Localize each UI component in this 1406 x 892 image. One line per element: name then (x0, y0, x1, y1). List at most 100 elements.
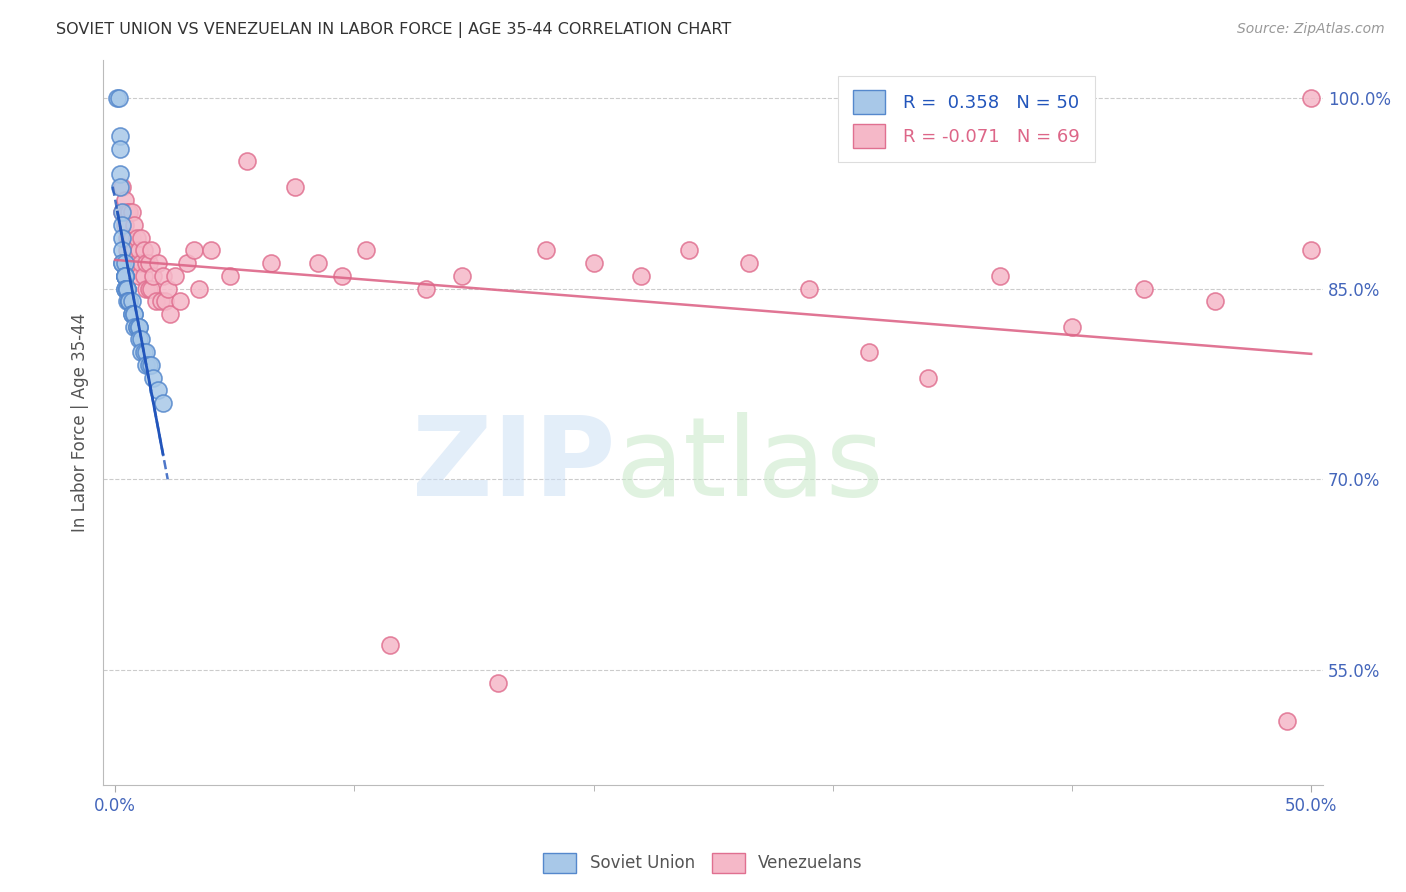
Point (111, 256, 134, 270)
Point (121, 307, 143, 321)
Point (114, 268, 136, 283)
Point (858, 345, 880, 359)
Point (114, 256, 136, 270)
Point (183, 244, 205, 258)
Point (121, 256, 143, 270)
Text: SOVIET UNION VS VENEZUELAN IN LABOR FORCE | AGE 35-44 CORRELATION CHART: SOVIET UNION VS VENEZUELAN IN LABOR FORC… (56, 22, 731, 38)
Point (115, 230, 138, 244)
Point (330, 268, 353, 283)
Point (111, 256, 134, 270)
Point (108, 128, 131, 143)
Point (132, 268, 155, 283)
Point (132, 244, 155, 258)
Point (111, 244, 134, 258)
Point (118, 294, 141, 309)
Point (152, 396, 174, 410)
Point (159, 307, 181, 321)
Point (115, 282, 138, 296)
Point (169, 294, 191, 309)
Point (114, 268, 136, 283)
Point (149, 294, 172, 309)
Point (115, 282, 138, 296)
Point (235, 154, 257, 169)
Point (122, 307, 145, 321)
Point (486, 676, 509, 690)
Point (138, 256, 160, 270)
Point (118, 294, 141, 309)
Point (118, 294, 141, 309)
Point (283, 179, 305, 194)
Point (114, 282, 136, 296)
Point (451, 268, 474, 283)
Point (988, 268, 1011, 283)
Point (115, 205, 138, 219)
Point (122, 244, 145, 258)
Point (156, 282, 179, 296)
Point (108, 167, 131, 181)
Point (582, 256, 605, 270)
Point (114, 268, 136, 283)
Point (128, 319, 150, 334)
Point (108, 179, 131, 194)
Point (678, 244, 700, 258)
Point (200, 244, 222, 258)
Point (128, 333, 150, 347)
Point (139, 244, 162, 258)
Point (1277, 714, 1299, 728)
Point (121, 205, 143, 219)
Point (128, 268, 150, 283)
Y-axis label: In Labor Force | Age 35-44: In Labor Force | Age 35-44 (72, 312, 89, 532)
Point (122, 218, 145, 232)
Point (415, 282, 437, 296)
Point (111, 205, 134, 219)
Point (917, 370, 939, 384)
Point (142, 370, 165, 384)
Point (125, 319, 148, 334)
Point (111, 179, 134, 194)
Point (1132, 282, 1154, 296)
Point (118, 294, 141, 309)
Point (107, 91, 129, 105)
Point (131, 345, 153, 359)
Point (146, 256, 169, 270)
Point (128, 319, 150, 334)
Point (738, 256, 761, 270)
Point (380, 638, 402, 652)
Point (138, 358, 160, 372)
Point (111, 218, 134, 232)
Point (125, 256, 148, 270)
Point (131, 230, 153, 244)
Point (155, 294, 177, 309)
Point (111, 205, 134, 219)
Point (128, 244, 150, 258)
Point (630, 268, 652, 283)
Point (135, 282, 157, 296)
Point (142, 268, 165, 283)
Point (1301, 91, 1323, 105)
Legend: R =  0.358   N = 50, R = -0.071   N = 69: R = 0.358 N = 50, R = -0.071 N = 69 (838, 76, 1094, 162)
Text: atlas: atlas (616, 412, 884, 519)
Point (115, 282, 138, 296)
Point (114, 193, 136, 207)
Point (118, 230, 141, 244)
Point (176, 256, 198, 270)
Point (146, 384, 169, 398)
Point (797, 282, 820, 296)
Point (114, 268, 136, 283)
Point (121, 230, 143, 244)
Point (145, 294, 167, 309)
Point (259, 256, 281, 270)
Point (118, 256, 141, 270)
Point (111, 230, 134, 244)
Point (356, 244, 378, 258)
Point (534, 244, 557, 258)
Point (107, 91, 129, 105)
Point (152, 268, 174, 283)
Point (114, 218, 136, 232)
Point (163, 268, 186, 283)
Point (125, 230, 148, 244)
Point (115, 282, 138, 296)
Point (131, 333, 153, 347)
Text: Source: ZipAtlas.com: Source: ZipAtlas.com (1237, 22, 1385, 37)
Point (132, 345, 155, 359)
